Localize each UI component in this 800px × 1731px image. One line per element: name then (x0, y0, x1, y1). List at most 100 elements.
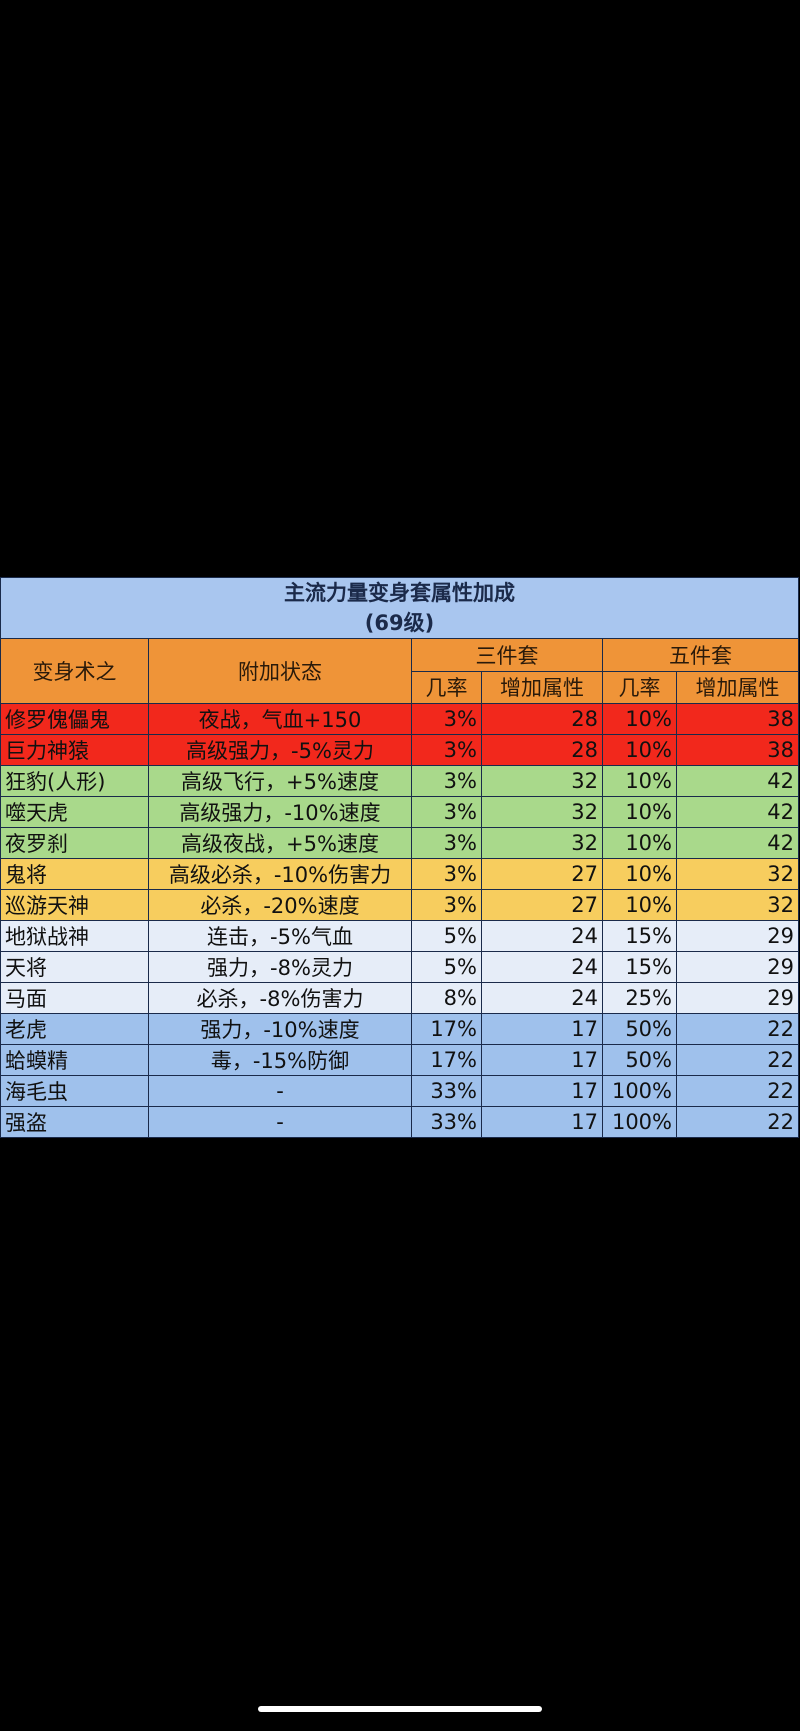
cell-name: 鬼将 (0, 858, 149, 890)
table-row: 巡游天神 必杀，-20%速度 3% 27 10% 32 (0, 889, 799, 921)
cell-rate-3: 33% (411, 1106, 482, 1138)
cell-attr-3: 27 (481, 889, 603, 921)
cell-status: 强力，-10%速度 (148, 1013, 412, 1045)
table-row: 修罗傀儡鬼 夜战，气血+150 3% 28 10% 38 (0, 703, 799, 735)
cell-attr-5: 42 (676, 765, 799, 797)
cell-rate-3: 3% (411, 827, 482, 859)
table-row: 天将 强力，-8%灵力 5% 24 15% 29 (0, 951, 799, 983)
cell-rate-5: 10% (602, 734, 677, 766)
cell-rate-3: 17% (411, 1044, 482, 1076)
table-row: 海毛虫 -33% 17 100% 22 (0, 1075, 799, 1107)
transformation-set-table: 主流力量变身套属性加成 (69级) 变身术之 附加状态 三件套 五件套 几率 增加… (0, 577, 799, 1138)
table-row: 巨力神猿 高级强力，-5%灵力 3% 28 10% 38 (0, 734, 799, 766)
cell-attr-5: 29 (676, 982, 799, 1014)
cell-name: 强盗 (0, 1106, 149, 1138)
title-row: 主流力量变身套属性加成 (69级) (0, 577, 799, 639)
cell-attr-3: 32 (481, 827, 603, 859)
cell-name: 噬天虎 (0, 796, 149, 828)
cell-attr-5: 29 (676, 951, 799, 983)
cell-rate-5: 100% (602, 1075, 677, 1107)
cell-rate-5: 10% (602, 827, 677, 859)
cell-name: 狂豹(人形) (0, 765, 149, 797)
cell-attr-3: 32 (481, 765, 603, 797)
header-rate-5: 几率 (602, 670, 677, 704)
cell-attr-3: 17 (481, 1075, 603, 1107)
header-row-2: 几率 增加属性 几率 增加属性 (1, 670, 799, 704)
subtitle-text: (69级) (364, 611, 435, 635)
cell-name: 地狱战神 (0, 920, 149, 952)
cell-rate-5: 10% (602, 796, 677, 828)
table-row: 噬天虎 高级强力，-10%速度 3% 32 10% 42 (0, 796, 799, 828)
table-row: 蛤蟆精 毒，-15%防御 17% 17 50% 22 (0, 1044, 799, 1076)
cell-rate-5: 50% (602, 1044, 677, 1076)
header-name: 变身术之 (0, 638, 149, 704)
cell-status: 必杀，-8%伤害力 (148, 982, 412, 1014)
cell-status: - (148, 1106, 412, 1138)
cell-name: 海毛虫 (0, 1075, 149, 1107)
cell-attr-5: 22 (676, 1013, 799, 1045)
cell-rate-5: 15% (602, 920, 677, 952)
cell-status: - (148, 1075, 412, 1107)
cell-attr-5: 38 (676, 703, 799, 735)
title-text: 主流力量变身套属性加成 (284, 581, 515, 605)
cell-attr-5: 32 (676, 858, 799, 890)
cell-attr-3: 17 (481, 1106, 603, 1138)
cell-attr-3: 28 (481, 734, 603, 766)
cell-rate-5: 10% (602, 858, 677, 890)
cell-status: 高级强力，-5%灵力 (148, 734, 412, 766)
header-row-1: 变身术之 附加状态 三件套 五件套 (0, 638, 799, 704)
cell-rate-5: 25% (602, 982, 677, 1014)
home-indicator[interactable] (258, 1706, 542, 1712)
cell-name: 蛤蟆精 (0, 1044, 149, 1076)
cell-attr-5: 32 (676, 889, 799, 921)
header-attr-5: 增加属性 (676, 670, 799, 704)
cell-status: 高级必杀，-10%伤害力 (148, 858, 412, 890)
cell-attr-5: 22 (676, 1075, 799, 1107)
header-three-piece: 三件套 (411, 638, 603, 672)
cell-attr-3: 17 (481, 1013, 603, 1045)
header-rate-3: 几率 (411, 670, 482, 704)
header-five-piece: 五件套 (602, 638, 799, 672)
header-attr-3: 增加属性 (481, 670, 603, 704)
cell-status: 连击，-5%气血 (148, 920, 412, 952)
cell-attr-5: 22 (676, 1106, 799, 1138)
cell-attr-5: 29 (676, 920, 799, 952)
cell-rate-3: 33% (411, 1075, 482, 1107)
cell-attr-3: 24 (481, 982, 603, 1014)
cell-rate-3: 5% (411, 951, 482, 983)
cell-name: 天将 (0, 951, 149, 983)
cell-attr-3: 32 (481, 796, 603, 828)
table-row: 强盗 -33% 17 100% 22 (0, 1106, 799, 1138)
cell-rate-5: 50% (602, 1013, 677, 1045)
cell-attr-5: 42 (676, 796, 799, 828)
cell-rate-3: 3% (411, 703, 482, 735)
cell-status: 毒，-15%防御 (148, 1044, 412, 1076)
cell-attr-3: 24 (481, 920, 603, 952)
cell-attr-3: 17 (481, 1044, 603, 1076)
cell-name: 老虎 (0, 1013, 149, 1045)
cell-rate-5: 10% (602, 703, 677, 735)
cell-attr-5: 42 (676, 827, 799, 859)
table-row: 夜罗刹 高级夜战，+5%速度 3% 32 10% 42 (0, 827, 799, 859)
cell-status: 高级强力，-10%速度 (148, 796, 412, 828)
header-status: 附加状态 (148, 638, 412, 704)
cell-rate-3: 17% (411, 1013, 482, 1045)
cell-rate-3: 3% (411, 796, 482, 828)
table-row: 狂豹(人形) 高级飞行，+5%速度 3% 32 10% 42 (0, 765, 799, 797)
cell-rate-5: 15% (602, 951, 677, 983)
cell-attr-3: 27 (481, 858, 603, 890)
cell-name: 夜罗刹 (0, 827, 149, 859)
cell-name: 修罗傀儡鬼 (0, 703, 149, 735)
cell-name: 巡游天神 (0, 889, 149, 921)
cell-status: 必杀，-20%速度 (148, 889, 412, 921)
cell-name: 巨力神猿 (0, 734, 149, 766)
cell-rate-3: 3% (411, 858, 482, 890)
table-row: 老虎 强力，-10%速度 17% 17 50% 22 (0, 1013, 799, 1045)
cell-rate-5: 10% (602, 765, 677, 797)
table-row: 鬼将 高级必杀，-10%伤害力 3% 27 10% 32 (0, 858, 799, 890)
cell-rate-3: 3% (411, 765, 482, 797)
cell-attr-3: 28 (481, 703, 603, 735)
cell-rate-5: 100% (602, 1106, 677, 1138)
table-row: 马面 必杀，-8%伤害力 8% 24 25% 29 (0, 982, 799, 1014)
cell-status: 高级飞行，+5%速度 (148, 765, 412, 797)
